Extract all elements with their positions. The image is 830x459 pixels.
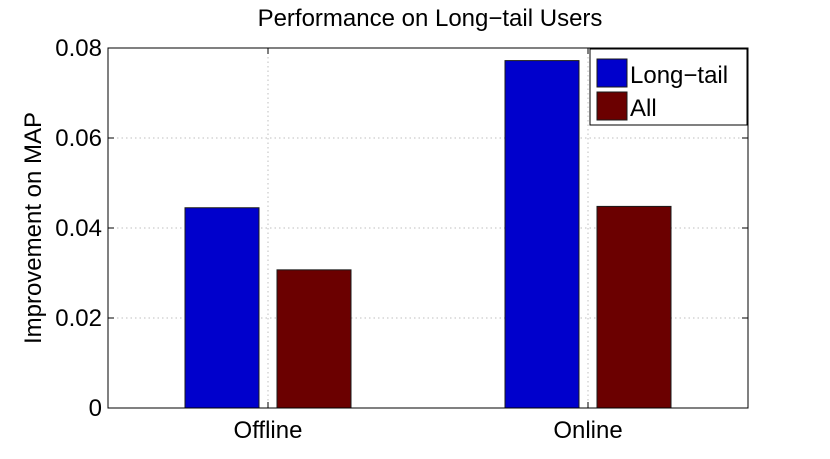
x-tick-label-offline: Offline <box>234 417 303 444</box>
legend-label-long-tail: Long−tail <box>630 62 728 89</box>
y-tick-label: 0.08 <box>55 35 102 62</box>
legend: Long−tail All <box>589 48 748 126</box>
y-tick-label: 0.02 <box>55 305 102 332</box>
bar-all-offline <box>276 269 352 409</box>
y-tick-label: 0.04 <box>55 215 102 242</box>
bar-all-online <box>596 205 672 409</box>
legend-label-all: All <box>630 95 657 122</box>
legend-swatch-all <box>596 91 628 121</box>
x-tick-label-online: Online <box>553 417 622 444</box>
bar-long-tail-online <box>504 60 580 409</box>
legend-swatch-long-tail <box>596 58 628 88</box>
y-axis-ticks: 0 0.02 0.04 0.06 0.08 <box>55 35 748 422</box>
y-tick-label: 0 <box>89 395 102 422</box>
bar-long-tail-offline <box>184 207 260 409</box>
x-axis-ticks: Offline Online <box>234 48 623 444</box>
bars <box>184 60 672 409</box>
y-tick-label: 0.06 <box>55 125 102 152</box>
chart-title: Performance on Long−tail Users <box>258 5 603 32</box>
y-axis-label: Improvement on MAP <box>20 112 47 344</box>
grid-lines <box>108 48 748 408</box>
